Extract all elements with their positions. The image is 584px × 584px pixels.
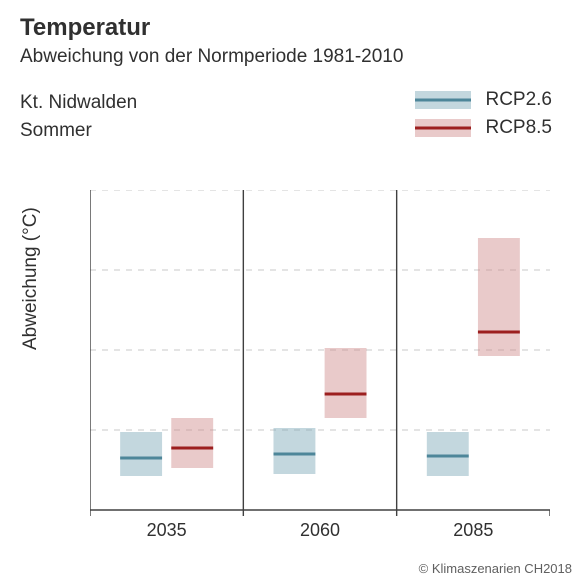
y-axis-label: Abweichung (°C) — [20, 207, 42, 350]
meta-season: Sommer — [20, 120, 92, 142]
svg-text:2035: 2035 — [147, 520, 187, 540]
legend-label: RCP8.5 — [485, 117, 552, 139]
page-subtitle: Abweichung von der Normperiode 1981-2010 — [20, 46, 403, 68]
legend-line — [415, 99, 471, 102]
legend-swatch-icon — [415, 91, 471, 109]
page-title: Temperatur — [20, 14, 150, 42]
meta-region: Kt. Nidwalden — [20, 92, 137, 114]
chart-svg: 02468203520602085 — [90, 190, 550, 550]
svg-text:2060: 2060 — [300, 520, 340, 540]
legend-item: RCP8.5 — [415, 114, 552, 142]
temperature-chart: 02468203520602085 — [90, 190, 550, 510]
legend: RCP2.6 RCP8.5 — [415, 86, 552, 142]
legend-line — [415, 127, 471, 130]
legend-item: RCP2.6 — [415, 86, 552, 114]
legend-swatch-icon — [415, 119, 471, 137]
legend-label: RCP2.6 — [485, 89, 552, 111]
copyright: © Klimaszenarien CH2018 — [419, 561, 572, 576]
svg-text:2085: 2085 — [453, 520, 493, 540]
